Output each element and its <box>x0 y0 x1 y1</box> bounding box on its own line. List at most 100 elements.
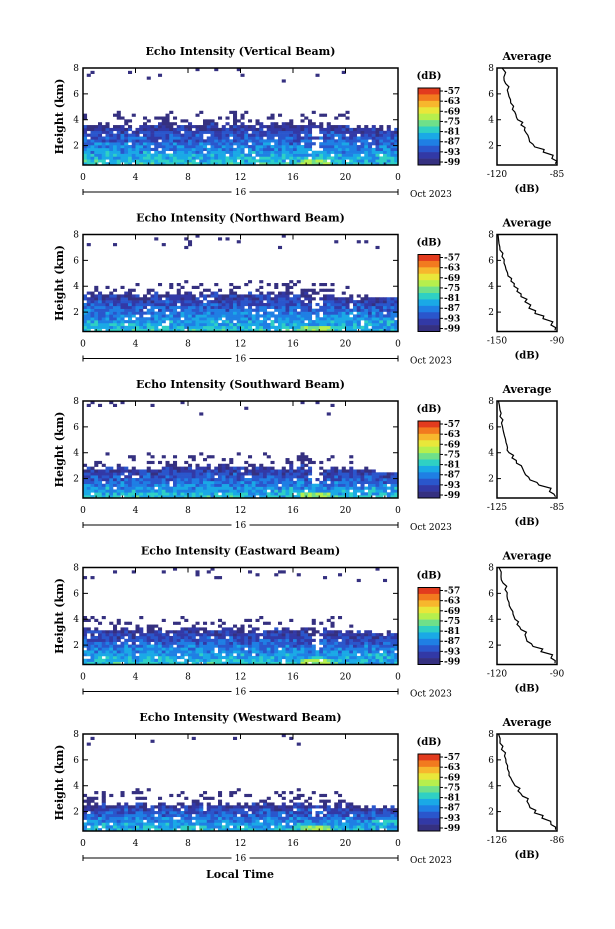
colorbar-swatch <box>418 139 440 147</box>
profile-x-tick-label: -85 <box>550 503 565 513</box>
x-tick-label: 16 <box>287 839 299 849</box>
colorbar-tick-label: -81 <box>444 627 460 637</box>
colorbar-tick-label: -87 <box>444 804 460 814</box>
x-tick-label: 0 <box>80 673 86 683</box>
colorbar-swatch <box>418 773 440 780</box>
heatmap-title: Echo Intensity (Westward Beam) <box>139 711 341 724</box>
colorbar-swatch <box>418 446 440 454</box>
y-axis-label: Height (km) <box>53 745 66 821</box>
y-tick-label: 6 <box>73 589 79 599</box>
profile-x-tick-label: -120 <box>487 170 507 180</box>
colorbar-tick-label: -63 <box>444 264 460 274</box>
profile-x-label: (dB) <box>515 517 540 528</box>
colorbar-frame <box>417 587 441 665</box>
colorbar-tick-label: -93 <box>444 481 460 491</box>
profile-line <box>498 567 556 664</box>
x-tick-label: 16 <box>287 173 299 183</box>
x-tick-label: 8 <box>185 173 191 183</box>
x-tick-label: 8 <box>185 839 191 849</box>
colorbar-tick-label: -75 <box>444 783 460 793</box>
profile-x-tick-label: -126 <box>487 836 507 846</box>
profile-title: Average <box>501 550 551 563</box>
colorbar-swatch <box>418 453 440 460</box>
colorbar-tick-label: -75 <box>444 117 460 127</box>
colorbar-swatch <box>418 472 440 480</box>
y-tick-label: 6 <box>73 756 79 766</box>
x-axis-label: Local Time <box>206 868 274 881</box>
y-tick-label: 6 <box>73 256 79 266</box>
colorbar-swatch <box>418 798 440 806</box>
colorbar-tick-label: -99 <box>444 658 460 668</box>
x-tick-label: 12 <box>235 839 246 849</box>
colorbar-swatch <box>418 658 440 665</box>
y-tick-label: 4 <box>73 449 79 459</box>
panel-5: Echo Intensity (Westward Beam) Height (km… <box>53 711 565 866</box>
x-tick-label: 20 <box>340 340 352 350</box>
profile-y-tick-label: 6 <box>488 256 494 266</box>
date-label: Oct 2023 <box>410 690 452 700</box>
profile-y-tick-label: 6 <box>488 756 494 766</box>
colorbar-tick-label: -81 <box>444 461 460 471</box>
colorbar-tick-label: -87 <box>444 637 460 647</box>
profile-y-tick-label: 2 <box>488 142 494 152</box>
heatmap-title: Echo Intensity (Northward Beam) <box>136 212 345 225</box>
y-tick-label: 6 <box>73 423 79 433</box>
colorbar-swatch <box>418 293 440 300</box>
x-tick-label: 4 <box>133 340 139 350</box>
x-tick-label: 8 <box>185 506 191 516</box>
colorbar-swatch <box>418 760 440 768</box>
colorbar-unit: (dB) <box>417 571 442 582</box>
colorbar-swatch <box>418 132 440 140</box>
x-tick-label: 0 <box>395 673 401 683</box>
heatmap-cells <box>83 401 399 499</box>
colorbar-unit: (dB) <box>417 404 442 415</box>
profile-title: Average <box>501 217 551 230</box>
profile-x-label: (dB) <box>515 684 540 695</box>
profile-x-tick-label: -125 <box>487 503 507 513</box>
panel-3: Echo Intensity (Southward Beam) Height (k… <box>53 378 565 533</box>
date-label: Oct 2023 <box>410 856 452 866</box>
colorbar-tick-label: -69 <box>444 440 460 450</box>
colorbar-swatch <box>418 267 440 275</box>
profile-y-tick-label: 4 <box>488 282 494 292</box>
profile-frame <box>496 67 558 166</box>
day-label: 16 <box>235 688 247 698</box>
y-tick-label: 2 <box>73 641 79 651</box>
x-tick-label: 8 <box>185 673 191 683</box>
colorbar-swatch <box>418 145 440 153</box>
y-axis-label: Height (km) <box>53 578 66 654</box>
x-tick-label: 0 <box>395 340 401 350</box>
colorbar-swatch <box>418 593 440 601</box>
colorbar-tick-label: -63 <box>444 763 460 773</box>
colorbar-swatch <box>418 94 440 102</box>
day-label-bg <box>231 685 250 696</box>
colorbar-swatch <box>418 786 440 793</box>
profile-y-tick-label: 8 <box>488 564 494 574</box>
profile-y-tick-label: 6 <box>488 423 494 433</box>
colorbar-swatch <box>418 427 440 435</box>
x-tick-label: 0 <box>80 839 86 849</box>
colorbar-swatch <box>418 613 440 620</box>
profile-y-tick-label: 4 <box>488 116 494 126</box>
colorbar-swatch <box>418 638 440 646</box>
colorbar-tick-label: -81 <box>444 128 460 138</box>
profile-frame <box>496 733 558 832</box>
colorbar-swatch <box>418 260 440 268</box>
colorbar-swatch <box>418 433 440 441</box>
colorbar-tick-label: -93 <box>444 647 460 657</box>
profile-x-tick-label: -85 <box>550 170 565 180</box>
colorbar-tick-label: -99 <box>444 158 460 168</box>
profile-line <box>497 733 557 830</box>
profile-y-tick-label: 6 <box>488 90 494 100</box>
colorbar-tick-label: -69 <box>444 274 460 284</box>
colorbar-swatch <box>418 280 440 287</box>
colorbar-swatch <box>418 606 440 614</box>
profile-x-tick-label: -86 <box>550 836 565 846</box>
colorbar-swatch <box>418 818 440 825</box>
colorbar-swatch <box>418 600 440 608</box>
colorbar-swatch <box>418 126 440 134</box>
profile-y-tick-label: 2 <box>488 808 494 818</box>
x-tick-label: 20 <box>340 506 352 516</box>
y-tick-label: 8 <box>73 397 79 407</box>
colorbar-swatch <box>418 766 440 774</box>
